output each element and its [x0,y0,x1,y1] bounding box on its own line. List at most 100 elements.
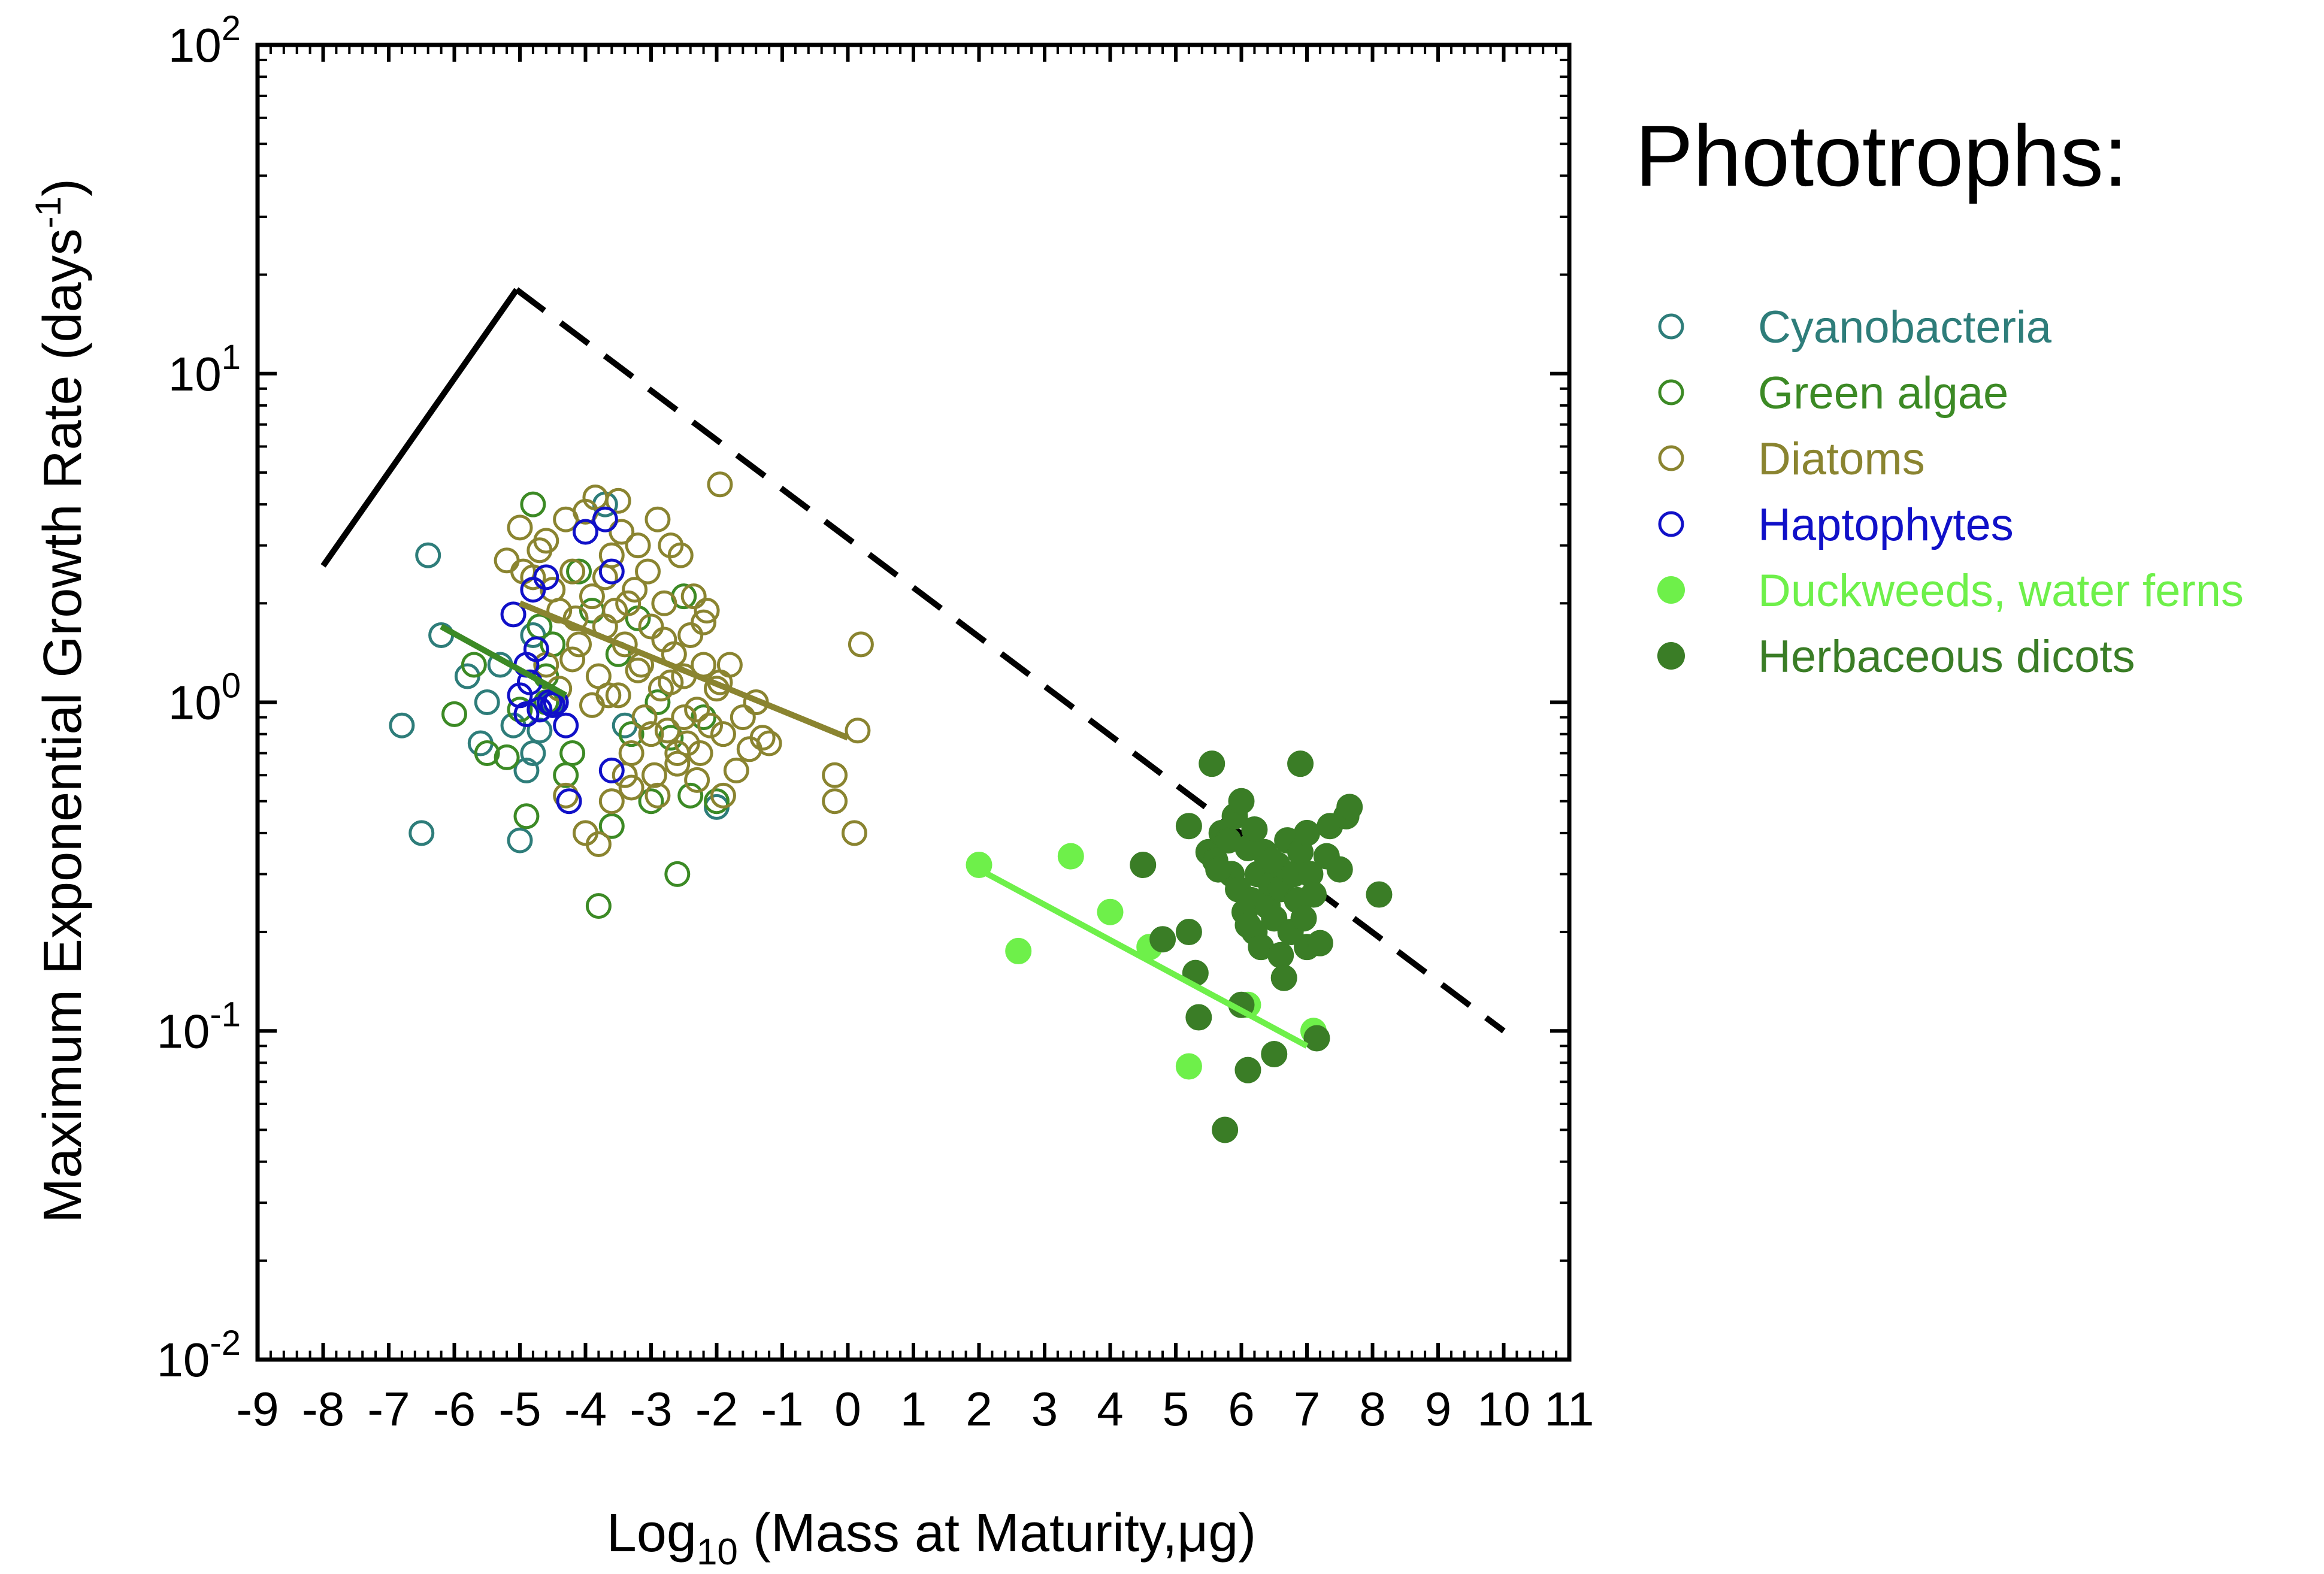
data-point [848,631,874,658]
data-point [677,622,704,648]
data-point [730,704,756,731]
data-point [1149,926,1176,953]
data-point [845,718,871,744]
data-point [625,532,651,559]
data-point [618,774,644,801]
x-axis-title: Log10 (Mass at Maturity,μg) [607,1503,1256,1573]
data-point [1005,937,1032,964]
data-point [1175,1053,1202,1080]
data-point [644,506,671,532]
data-point [1097,898,1124,925]
x-tick-label: -7 [367,1382,410,1436]
growth-envelope [320,287,1506,1034]
data-point [1326,856,1353,883]
data-point [1185,1004,1212,1031]
x-tick-label: 3 [1031,1382,1058,1436]
data-point [559,740,586,767]
data-point [461,652,487,678]
x-tick-label: -8 [302,1382,344,1436]
fit-line [519,600,849,741]
data-point [1290,905,1317,932]
data-point [684,697,710,723]
fit-line [440,623,568,698]
series-herbaceous-dicots [1130,750,1393,1143]
legend-marker [1658,445,1684,471]
data-point [1270,964,1297,991]
data-point [841,820,867,846]
fit-line [978,867,1309,1049]
data-point [520,491,546,517]
regression-lines [440,600,1309,1049]
data-point [651,626,677,653]
y-tick-label: 101 [168,338,241,401]
x-tick-label: 10 [1477,1382,1530,1436]
x-tick-label: -9 [236,1382,279,1436]
y-tick-labels: 10-2 10-1 100 101 102 [156,9,241,1387]
data-point [585,893,612,919]
data-point [707,471,733,498]
data-point [605,682,631,709]
data-point [677,782,704,809]
data-point [592,564,618,591]
data-point [556,788,582,815]
data-point [664,750,691,777]
data-point [615,590,641,616]
series-diatoms [494,471,874,857]
x-tick-label: 11 [1544,1382,1594,1436]
data-point [704,788,730,815]
x-tick-label: 4 [1097,1382,1124,1436]
data-point [553,782,579,809]
data-point [513,803,540,830]
data-point [566,558,592,585]
data-point [602,598,628,624]
x-tick-labels: -9 -8 -7 -6 -5 -4 -3 -2 -1 0 1 2 3 4 5 6 7 8 9 10 11 [236,1382,1594,1436]
data-point [651,590,677,616]
data-point [1336,794,1363,821]
x-tick-label: 7 [1294,1382,1321,1436]
x-tick-label: 9 [1425,1382,1452,1436]
data-point [1175,919,1202,946]
x-tick-label: -5 [498,1382,541,1436]
data-point [553,762,579,788]
data-point [494,547,520,574]
data-point [638,721,664,747]
data-point [533,528,559,554]
data-point [441,701,467,727]
legend-label: Duckweeds, water ferns [1758,565,2244,616]
envelope-solid-line [320,287,519,568]
data-point [622,577,648,603]
data-point [625,657,651,683]
data-point [540,692,566,718]
data-point [513,701,540,727]
y-tick-label: 10-1 [156,995,241,1058]
legend-marker [1658,379,1684,405]
y-tick-label: 102 [168,9,241,72]
data-point [638,613,664,640]
legend-marker [1658,511,1684,537]
data-point [654,718,680,744]
data-point [389,712,415,738]
x-tick-label: 0 [834,1382,861,1436]
data-point [1267,942,1294,968]
data-point [664,861,691,887]
legend-label: Cyanobacteria [1758,302,2052,353]
data-point [585,831,612,857]
x-tick-label: 8 [1359,1382,1386,1436]
data-point [494,744,520,770]
data-point [1205,856,1232,883]
data-point [605,488,631,514]
data-point [474,740,500,767]
data-point [1257,847,1284,874]
data-point [723,757,749,783]
legend: Phototrophs: Cyanobacteria Green algae Dia… [1635,107,2244,682]
data-point [579,692,605,718]
data-point [641,762,667,788]
data-point [697,712,724,738]
data-point [598,757,625,783]
data-point [822,788,848,815]
axis-ticks [258,45,1569,1360]
data-point [598,788,625,815]
data-points [389,471,1393,1143]
data-point [579,583,605,610]
data-point [507,697,533,723]
